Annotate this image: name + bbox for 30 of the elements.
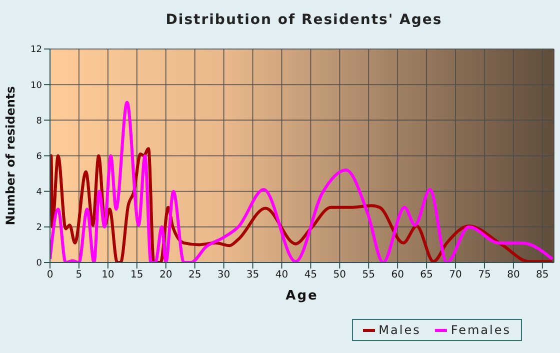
x-tick-label: 80: [507, 270, 520, 281]
y-tick-label: 8: [36, 116, 42, 126]
y-tick-label: 0: [36, 258, 42, 269]
x-tick-label: 20: [159, 270, 172, 281]
x-tick-label: 65: [420, 270, 433, 281]
x-tick-label: 45: [304, 270, 318, 281]
x-tick-label: 15: [130, 270, 144, 281]
legend-label: Males: [378, 323, 421, 337]
chart-title: Distribution of Residents' Ages: [164, 12, 444, 28]
x-tick-label: 55: [362, 270, 375, 281]
x-tick-label: 70: [449, 270, 462, 281]
y-axis-title: Number of residents: [3, 86, 18, 226]
x-tick-label: 10: [102, 270, 114, 281]
y-tick-label: 2: [36, 223, 42, 234]
x-tick-label: 75: [478, 270, 491, 281]
y-tick-label: 4: [36, 188, 42, 198]
x-tick-label: 5: [76, 270, 82, 281]
x-axis-title: Age: [286, 288, 318, 304]
legend-label: Females: [450, 323, 511, 337]
y-tick-label: 6: [36, 152, 42, 162]
x-tick-label: 40: [275, 270, 288, 281]
x-tick-label: 0: [46, 270, 54, 281]
x-tick-label: 60: [391, 270, 404, 281]
y-tick-label: 12: [30, 45, 42, 56]
x-tick-label: 85: [536, 270, 549, 281]
x-tick-label: 50: [333, 270, 346, 281]
x-tick-label: 30: [217, 270, 230, 281]
y-tick-label: 10: [30, 80, 42, 91]
x-tick-label: 25: [188, 270, 202, 281]
x-tick-label: 35: [246, 270, 260, 281]
